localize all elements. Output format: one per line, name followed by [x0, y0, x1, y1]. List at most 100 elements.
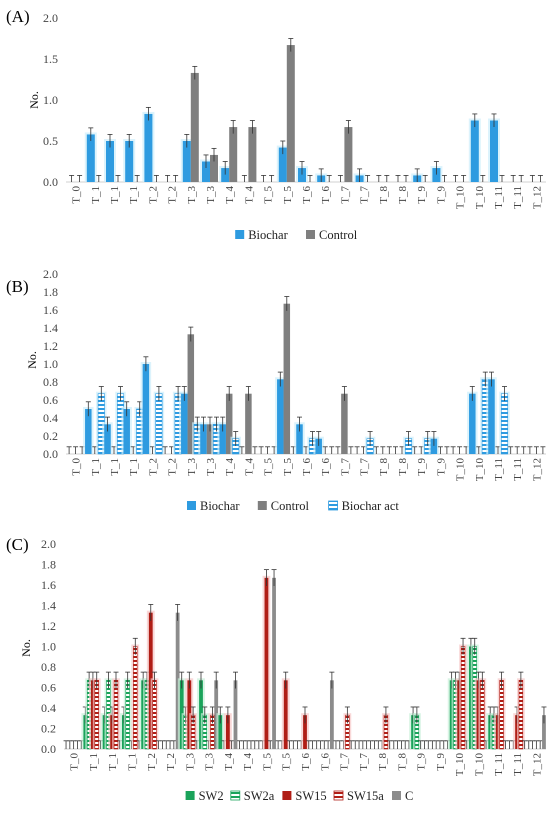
x-tick-label: T_11	[512, 186, 524, 209]
legend-swatch-control	[306, 230, 315, 239]
x-tick-label: T_8	[396, 753, 408, 771]
x-tick-label: T_9	[416, 458, 428, 476]
x-tick-label: T_5	[261, 753, 273, 771]
y-axis-label-c: No.	[19, 639, 33, 657]
bar-biochar-act	[155, 393, 163, 455]
x-tick-label: T_7	[339, 458, 351, 476]
y-tick-label: 1.2	[43, 339, 58, 353]
legend-label-sw2: SW2	[199, 789, 224, 803]
x-tick-label: T_7	[339, 753, 351, 771]
x-tick-label: T_10	[454, 753, 466, 777]
y-tick-label: 0.4	[41, 701, 56, 715]
bar-biochar	[106, 141, 114, 182]
legend-swatch-sw2	[185, 791, 195, 800]
x-tick-label: T_4	[224, 186, 236, 204]
y-tick-label: 1.6	[41, 578, 56, 592]
x-tick-label: T_8	[378, 458, 390, 476]
y-tick-label: 0.2	[41, 722, 56, 736]
bar-sw15	[303, 715, 307, 749]
x-tick-label: T_9	[416, 186, 428, 204]
y-tick-label: 0.6	[43, 393, 58, 407]
bar-control	[248, 127, 257, 182]
bar-control	[187, 334, 195, 454]
y-tick-label: 0.6	[41, 681, 56, 695]
legend-swatch-c	[392, 791, 401, 800]
bars-a	[69, 38, 543, 183]
bar-c	[233, 680, 238, 749]
x-tick-label: T_11	[512, 753, 524, 776]
bar-biochar	[432, 168, 441, 182]
x-tick-label: T_10	[474, 753, 486, 777]
x-tick-label: T_5	[263, 458, 275, 476]
bar-biochar	[219, 424, 226, 454]
legend-swatch-biochar	[235, 230, 245, 239]
x-tick-label: T_4	[243, 458, 255, 476]
x-tick-label: T_3	[205, 458, 217, 476]
bar-control	[341, 393, 348, 454]
x-tick-label: T_6	[320, 186, 332, 204]
x-tick-label: T_7	[359, 186, 371, 204]
legend-label-control: Control	[319, 228, 358, 242]
bar-biochar-act	[500, 393, 509, 455]
bar-control	[210, 154, 218, 182]
x-tick-label: T_8	[397, 186, 409, 204]
x-tick-label: T_1	[109, 186, 121, 204]
x-tick-label: T_4	[223, 753, 235, 771]
bar-sw2	[218, 715, 223, 749]
legend-label-sw15: SW15	[295, 789, 326, 803]
bar-biochar	[200, 424, 207, 454]
bar-sw15	[283, 680, 288, 749]
bar-control	[245, 393, 252, 454]
y-axis-label-a: No.	[27, 91, 41, 109]
x-tick-label: T_9	[435, 458, 447, 476]
bar-biochar	[104, 424, 111, 454]
x-tick-label: T_0	[69, 753, 81, 771]
x-tick-label: T_5	[263, 186, 275, 204]
x-tick-label: T_2	[167, 458, 179, 476]
x-tick-label: T_9	[435, 186, 447, 204]
x-tick-label: T_3	[184, 753, 196, 771]
x-tick-label: T_1	[126, 753, 138, 771]
x-tick-label: T_5	[281, 753, 293, 771]
x-tick-labels-b: T_0 T_1 T_1 T_1 T_2 T_2 T_3 T_3 T_4 T_4 T_5 T_5 T_6 T…	[71, 458, 544, 482]
legend-c: SW2 SW2a SW15 SW15a C	[185, 789, 413, 803]
x-tick-label: T_7	[359, 458, 371, 476]
bar-c	[272, 577, 276, 749]
bars-c	[63, 569, 547, 750]
bar-biochar	[315, 438, 322, 454]
bar-c	[175, 612, 180, 749]
y-tick-label: 0.2	[43, 429, 58, 443]
bar-biochar	[142, 364, 150, 454]
panel-label-c: (C)	[6, 535, 29, 554]
panel-c: (C) No. 0.0 0.2 0.4 0.6 0.8 1.0 1.2 1.4 1.6 1.8 2.…	[6, 535, 547, 803]
x-tick-label: T_2	[147, 458, 159, 476]
x-tick-label: T_2	[147, 186, 159, 204]
legend-label-control: Control	[271, 499, 310, 513]
x-tick-label: T_3	[204, 753, 216, 771]
bar-sw15a	[133, 646, 138, 750]
x-tick-labels-c: T_0 T_1 T_1 T_1 T_2 T_2 T_3 T_3 T_4 T_4 T_5 T_5 T_6 T…	[69, 753, 544, 777]
y-axis-label-b: No.	[25, 351, 39, 369]
y-tick-label: 0.5	[43, 134, 58, 148]
y-tick-label: 1.0	[43, 357, 58, 371]
bar-sw15a	[480, 680, 485, 750]
bar-biochar	[469, 393, 476, 454]
bar-biochar	[123, 409, 130, 454]
bar-biochar	[488, 379, 495, 454]
bar-control	[225, 393, 233, 454]
bar-sw15a	[518, 680, 524, 750]
panel-a: (A) No. 0.00.51.01.52.0 T_0 T_1 T_1 T_1 T_2 T…	[6, 7, 546, 242]
x-tick-label: T_10	[455, 458, 467, 482]
bar-biochar	[85, 409, 92, 454]
y-tick-label: 1.0	[41, 640, 56, 654]
bar-c	[329, 680, 334, 749]
x-tick-label: T_11	[493, 753, 505, 776]
x-tick-label: T_4	[224, 458, 236, 476]
bar-biochar	[202, 161, 210, 182]
x-tick-label: T_2	[167, 186, 179, 204]
x-tick-label: T_6	[301, 458, 313, 476]
bar-biochar	[144, 113, 153, 182]
x-tick-label: T_7	[339, 186, 351, 204]
x-tick-label: T_6	[320, 458, 332, 476]
